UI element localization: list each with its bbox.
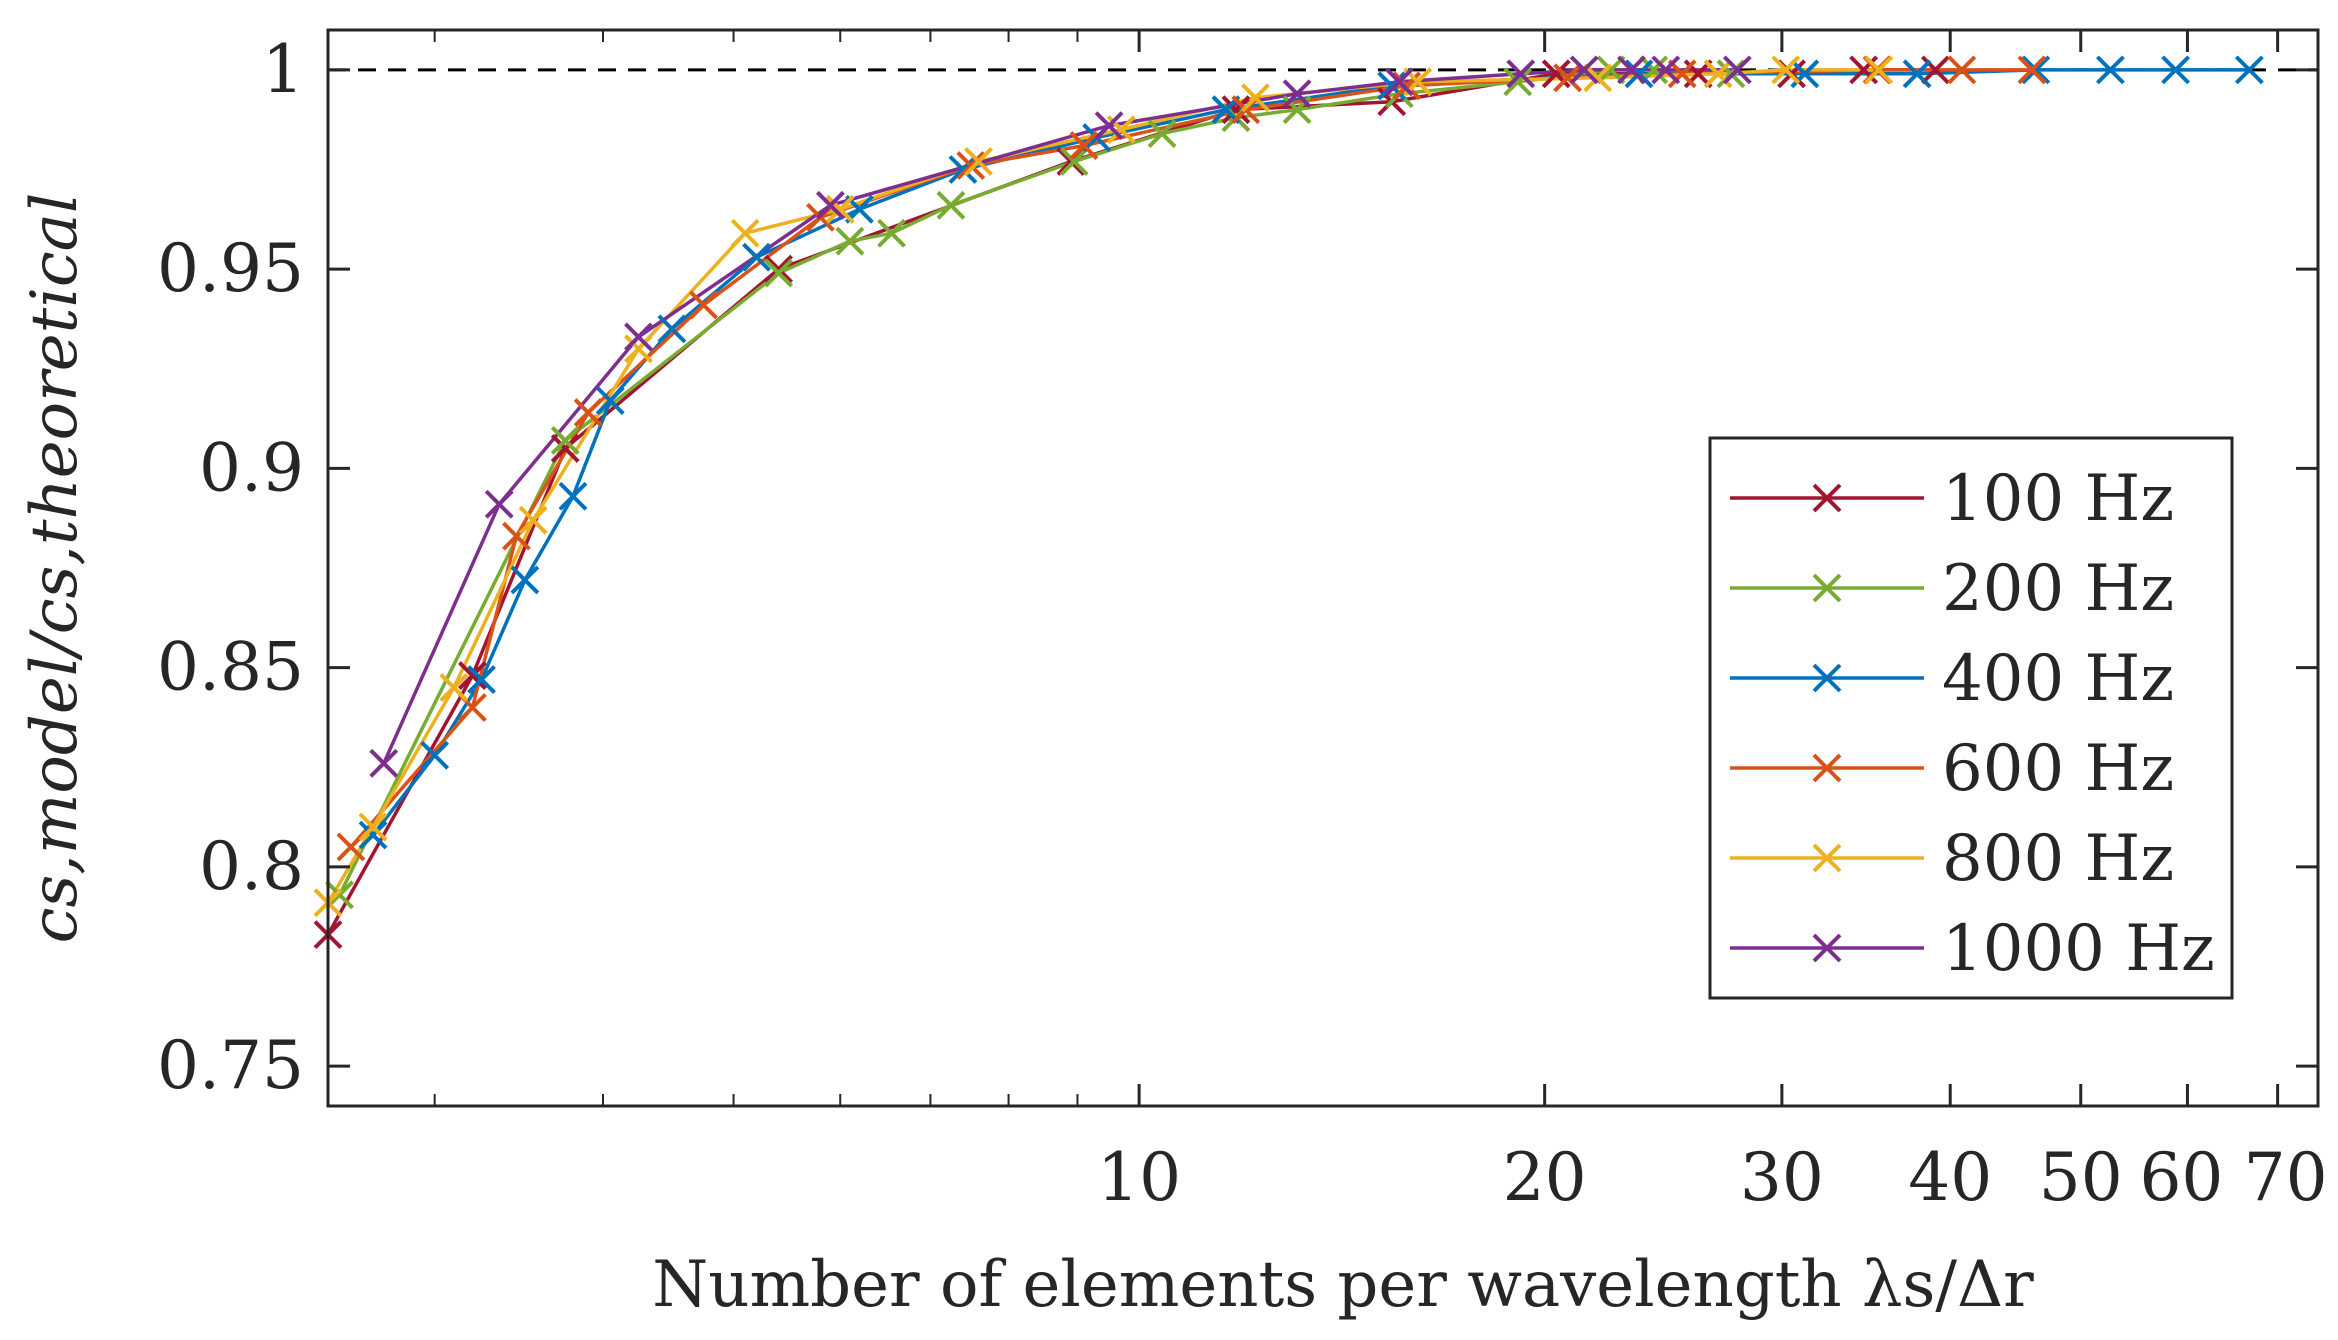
legend-marker [1812,663,1842,693]
data-point [1596,55,1626,85]
data-point [510,565,540,595]
legend-box [1708,436,2234,1000]
legend: 100 Hz 200 Hz 400 Hz 600 Hz 800 Hz 1000 Hz [1708,436,2234,1000]
data-point [1282,79,1312,109]
legend-label: 800 Hz [1942,822,2174,896]
y-axis-label: cs,model/cs,theoretical [18,193,92,944]
y-tick-label: 0.8 [199,828,304,905]
data-point [1864,55,1894,85]
data-point [1583,63,1613,93]
y-tick-label: 0.95 [157,230,304,307]
legend-label: 400 Hz [1942,642,2174,716]
data-point [550,426,580,455]
data-point [948,155,978,184]
data-point [2096,55,2125,85]
legend-label: 600 Hz [1942,732,2174,806]
tick-layer: 0.75 0.8 0.85 0.9 0.95 1 10 20 30 40 50 60 70 [157,30,2328,1216]
data-point [558,481,588,511]
data-point [1503,67,1533,97]
data-point [2021,55,2051,85]
legend-label: 100 Hz [1942,462,2174,536]
data-point [936,190,966,220]
data-point [1624,59,1654,89]
data-point [764,258,793,288]
x-tick-label: 20 [1503,1139,1587,1216]
legend-label: 1000 Hz [1942,912,2215,986]
data-point [484,489,514,519]
data-point [2234,55,2264,85]
legend-marker [1812,483,1842,513]
legend-marker [1812,573,1842,603]
data-point [1241,83,1270,113]
legend-marker [1812,933,1842,963]
data-point [2161,55,2191,85]
data-point [1094,111,1124,141]
data-point [573,398,603,427]
data-point [1920,55,1950,85]
data-point [624,334,653,364]
data-point [1722,55,1752,85]
x-tick-label: 30 [1740,1139,1824,1216]
data-point [1384,67,1414,97]
data-point [1069,131,1099,160]
data-point [369,748,399,778]
data-point [764,254,793,284]
data-point [1059,147,1089,176]
data-point [439,673,469,702]
data-point [657,314,687,344]
data-point [825,194,855,224]
data-point [1506,59,1536,89]
data-point [1147,119,1177,149]
legend-marker [1812,843,1842,873]
legend-marker [1812,753,1842,783]
y-tick-label: 0.85 [157,629,304,706]
x-tick-label: 10 [1097,1139,1181,1216]
data-point [358,820,388,850]
data-point [1553,63,1583,93]
data-point [835,226,865,256]
data-point [1771,55,1801,85]
data-point [1221,95,1251,125]
y-tick-label: 0.9 [199,429,304,506]
data-point [1651,55,1681,85]
data-point [815,190,845,220]
data-point [624,322,653,352]
data-point [1902,59,1932,89]
x-tick-label: 50 [2039,1139,2123,1216]
x-tick-label: 40 [1908,1139,1992,1216]
data-point [1569,55,1599,85]
data-point [2017,55,2047,85]
data-point [595,386,625,416]
y-tick-label: 0.75 [157,1027,304,1104]
data-point [518,505,548,535]
data-point [1667,59,1697,89]
data-point [742,242,771,272]
data-point [1617,55,1646,85]
data-point [467,665,496,694]
data-point [877,218,906,248]
data-point [358,812,388,842]
x-tick-label: 70 [2244,1139,2328,1216]
data-point [689,290,718,320]
x-tick-label: 60 [2139,1139,2223,1216]
data-point [420,740,450,770]
legend-label: 200 Hz [1942,552,2174,626]
data-point [550,434,580,463]
data-point [964,147,993,176]
data-point [1947,55,1977,85]
data-point [1056,147,1086,176]
data-point [730,218,760,248]
data-point [458,661,487,691]
data-point [956,151,986,180]
x-axis-label: Number of elements per wavelength λs/Δr [652,1248,2034,1322]
marks-layer [313,55,2264,950]
plot-frame [326,28,2320,1108]
y-tick-label: 1 [262,31,304,108]
